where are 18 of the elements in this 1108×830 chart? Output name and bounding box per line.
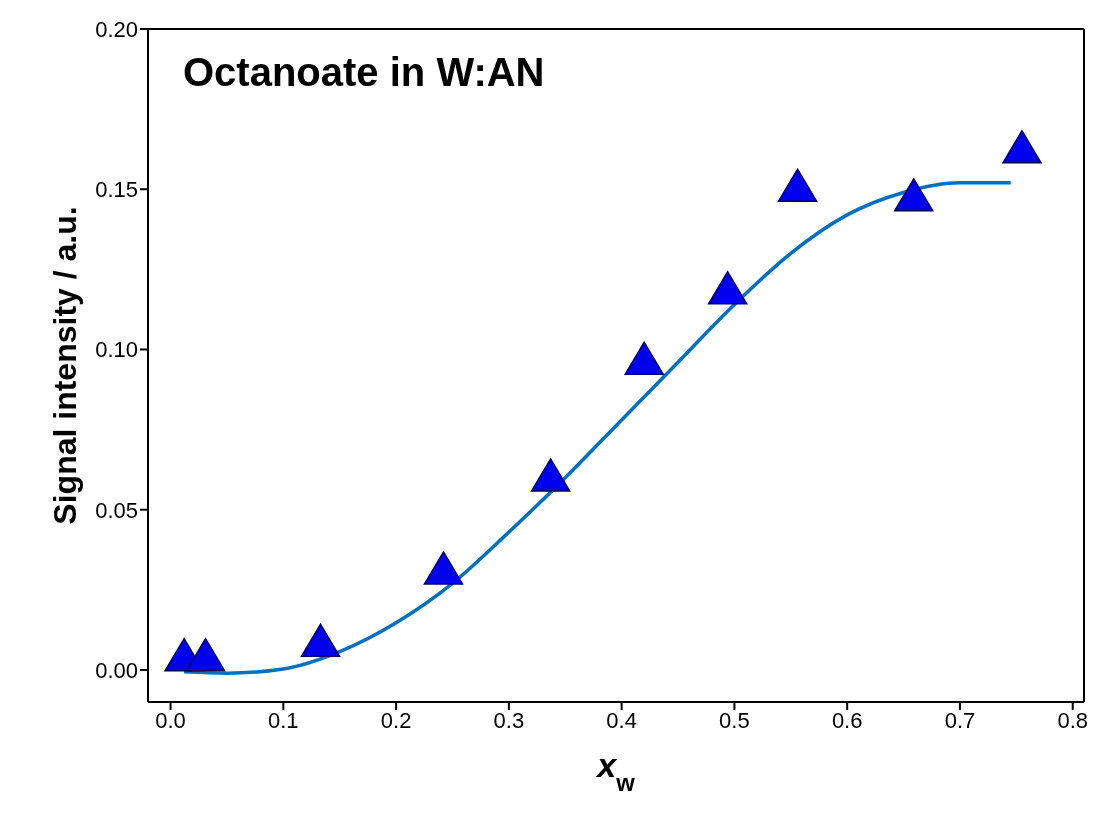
y-tick-label: 0.20	[95, 16, 138, 42]
x-tick-label: 0.3	[493, 707, 525, 733]
y-tick-label: 0.00	[95, 657, 138, 683]
x-axis-title: x$_{w}$	[595, 746, 636, 796]
y-tick-label: 0.10	[95, 337, 138, 363]
y-axis-title: Signal intensity / a.u.	[47, 206, 84, 525]
x-tick-label: 0.2	[380, 707, 412, 733]
x-tick-label: 0.0	[155, 707, 186, 733]
y-tick-label: 0.05	[95, 497, 138, 523]
x-tick-label: 0.5	[719, 707, 750, 733]
x-tick-label: 0.8	[1057, 707, 1089, 733]
x-tick-label: 0.7	[944, 707, 976, 733]
y-tick-label: 0.15	[95, 177, 138, 203]
x-tick-label: 0.4	[606, 707, 637, 733]
text: Octanoate in W:AN	[183, 50, 545, 94]
line-series	[182, 181, 1013, 675]
x-tick-label: 0.1	[268, 707, 299, 733]
x-tick-label: 0.6	[831, 707, 863, 733]
